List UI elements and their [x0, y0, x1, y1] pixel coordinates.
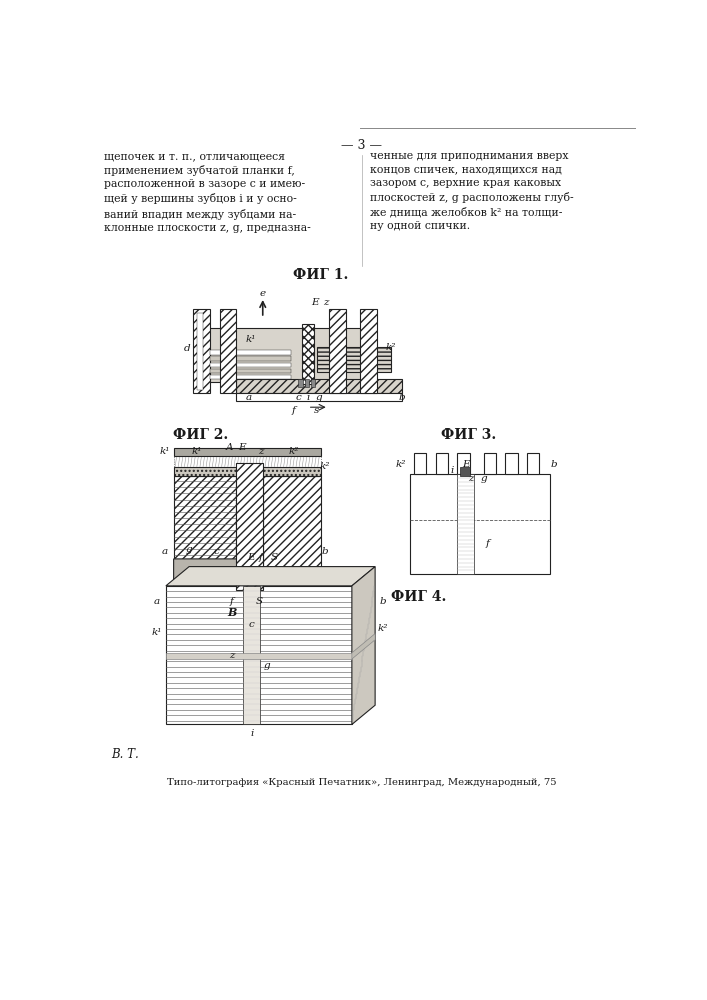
Text: ФИГ 4.: ФИГ 4. [391, 590, 446, 604]
Text: k¹: k¹ [151, 628, 162, 637]
Bar [209, 328, 363, 382]
Bar [166, 586, 352, 724]
Bar [210, 350, 291, 355]
Text: k¹: k¹ [246, 335, 257, 344]
Polygon shape [352, 634, 375, 659]
Bar [301, 324, 314, 384]
Polygon shape [263, 476, 321, 570]
Bar [527, 453, 539, 474]
Text: f: f [486, 539, 489, 548]
Bar [210, 375, 291, 379]
Text: a: a [246, 393, 252, 402]
Text: B: B [227, 607, 236, 618]
Text: g: g [263, 661, 270, 670]
Bar [311, 379, 315, 387]
Bar [305, 379, 309, 387]
Polygon shape [352, 567, 375, 724]
Bar [506, 453, 518, 474]
Text: k²: k² [378, 624, 388, 633]
Text: d: d [184, 344, 190, 353]
Bar [298, 379, 303, 387]
Text: Типо-литография «Красный Печатник», Ленинград, Международный, 75: Типо-литография «Красный Печатник», Лени… [167, 778, 557, 787]
Text: E: E [238, 443, 245, 452]
Text: — 3 —: — 3 — [341, 139, 382, 152]
Bar [210, 363, 291, 367]
Bar [235, 379, 402, 393]
Bar [235, 393, 402, 401]
Text: c: c [249, 620, 255, 629]
Polygon shape [174, 559, 263, 590]
Text: f: f [259, 553, 262, 562]
Text: b: b [399, 393, 406, 402]
Text: b: b [380, 597, 386, 606]
Text: k²: k² [395, 460, 406, 469]
Text: e: e [259, 289, 266, 298]
Text: E: E [462, 460, 469, 469]
Text: g: g [186, 545, 192, 554]
Text: k²: k² [320, 462, 330, 471]
Polygon shape [166, 567, 375, 586]
Bar [174, 466, 321, 476]
Bar [329, 309, 346, 393]
Text: ФИГ 2.: ФИГ 2. [173, 428, 228, 442]
Polygon shape [174, 476, 235, 559]
Text: z: z [324, 298, 329, 307]
Bar [436, 453, 448, 474]
Text: A: A [226, 443, 233, 452]
Text: z: z [468, 474, 473, 483]
Text: k¹: k¹ [192, 447, 202, 456]
Text: S: S [255, 597, 262, 606]
Bar [197, 312, 203, 389]
Bar [166, 653, 352, 659]
Bar [457, 453, 469, 474]
Text: s: s [315, 406, 320, 415]
Bar [457, 474, 474, 574]
Text: a: a [153, 597, 160, 606]
Bar [317, 347, 391, 372]
Bar [210, 369, 291, 373]
Text: i: i [306, 393, 310, 402]
Text: k¹: k¹ [159, 447, 170, 456]
Text: щепочек и т. п., отличающееся
применением зубчатой планки f,
расположенной в заз: щепочек и т. п., отличающееся применение… [104, 151, 310, 233]
Bar [235, 463, 263, 590]
Bar [174, 456, 321, 466]
Text: В. Т.: В. Т. [112, 748, 139, 761]
Bar [460, 466, 469, 476]
Bar [220, 309, 235, 393]
Text: b: b [550, 460, 556, 469]
Text: c: c [296, 393, 301, 402]
Text: z: z [229, 651, 235, 660]
Text: c: c [214, 547, 219, 556]
Text: E: E [312, 298, 320, 307]
Bar [484, 453, 496, 474]
Bar [410, 474, 549, 574]
Text: z: z [257, 447, 263, 456]
Text: f: f [292, 406, 296, 415]
Text: b: b [322, 547, 328, 556]
Text: ФИГ 3.: ФИГ 3. [440, 428, 496, 442]
Text: k²: k² [288, 447, 299, 456]
Bar [210, 356, 291, 361]
Bar [414, 453, 426, 474]
Text: k²: k² [385, 343, 396, 352]
Text: S: S [271, 553, 278, 562]
Text: g: g [480, 474, 487, 483]
Bar [174, 448, 321, 456]
Bar [243, 586, 260, 724]
Text: ФИГ 1.: ФИГ 1. [293, 268, 349, 282]
Bar [360, 309, 377, 393]
Text: E: E [247, 553, 255, 562]
Text: i: i [451, 466, 455, 475]
Text: i: i [250, 729, 254, 738]
Text: ченные для приподнимания вверх
концов спичек, находящихся над
зазором c, верхние: ченные для приподнимания вверх концов сп… [370, 151, 573, 231]
Text: g: g [315, 393, 322, 402]
Bar [193, 309, 210, 393]
Text: a: a [161, 547, 168, 556]
Text: f: f [230, 597, 234, 606]
